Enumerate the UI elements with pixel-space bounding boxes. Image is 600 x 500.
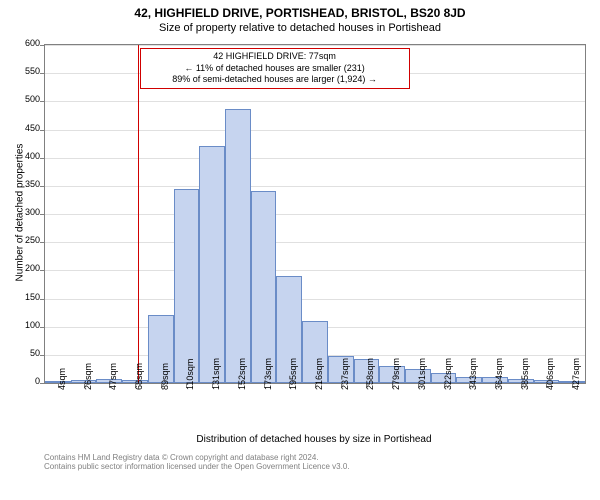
gridline <box>45 186 585 187</box>
plot-area <box>44 44 586 384</box>
y-tick-label: 600 <box>12 38 40 48</box>
y-tick-label: 300 <box>12 207 40 217</box>
y-tick-label: 400 <box>12 151 40 161</box>
main-title: 42, HIGHFIELD DRIVE, PORTISHEAD, BRISTOL… <box>0 0 600 20</box>
copyright-text: Contains HM Land Registry data © Crown c… <box>44 454 350 472</box>
y-tick <box>40 158 45 159</box>
y-tick <box>40 327 45 328</box>
histogram-bar <box>225 109 251 383</box>
copyright-line2: Contains public sector information licen… <box>44 463 350 472</box>
reference-line <box>138 45 139 383</box>
y-tick-label: 250 <box>12 235 40 245</box>
y-tick <box>40 73 45 74</box>
y-tick <box>40 383 45 384</box>
y-tick <box>40 270 45 271</box>
gridline <box>45 158 585 159</box>
chart-container: 42, HIGHFIELD DRIVE, PORTISHEAD, BRISTOL… <box>0 0 600 500</box>
gridline <box>45 242 585 243</box>
annotation-line1: 42 HIGHFIELD DRIVE: 77sqm <box>145 51 405 63</box>
subtitle: Size of property relative to detached ho… <box>0 20 600 34</box>
y-tick-label: 150 <box>12 292 40 302</box>
y-tick-label: 200 <box>12 263 40 273</box>
y-tick-label: 550 <box>12 66 40 76</box>
annotation-line2: ← 11% of detached houses are smaller (23… <box>145 63 405 75</box>
histogram-bar <box>199 146 225 383</box>
y-tick <box>40 130 45 131</box>
y-tick-label: 450 <box>12 123 40 133</box>
y-tick <box>40 45 45 46</box>
gridline <box>45 45 585 46</box>
y-tick <box>40 242 45 243</box>
y-tick-label: 100 <box>12 320 40 330</box>
gridline <box>45 214 585 215</box>
y-tick-label: 0 <box>12 376 40 386</box>
gridline <box>45 270 585 271</box>
y-tick <box>40 186 45 187</box>
histogram-bar <box>251 191 277 383</box>
histogram-bar <box>174 189 200 383</box>
y-tick-label: 50 <box>12 348 40 358</box>
y-tick <box>40 101 45 102</box>
y-tick <box>40 355 45 356</box>
gridline <box>45 299 585 300</box>
y-tick <box>40 214 45 215</box>
annotation-line3: 89% of semi-detached houses are larger (… <box>145 74 405 86</box>
y-tick-label: 350 <box>12 179 40 189</box>
annotation-box: 42 HIGHFIELD DRIVE: 77sqm← 11% of detach… <box>140 48 410 89</box>
y-tick <box>40 299 45 300</box>
gridline <box>45 130 585 131</box>
x-axis-label: Distribution of detached houses by size … <box>44 434 584 445</box>
gridline <box>45 101 585 102</box>
y-tick-label: 500 <box>12 94 40 104</box>
